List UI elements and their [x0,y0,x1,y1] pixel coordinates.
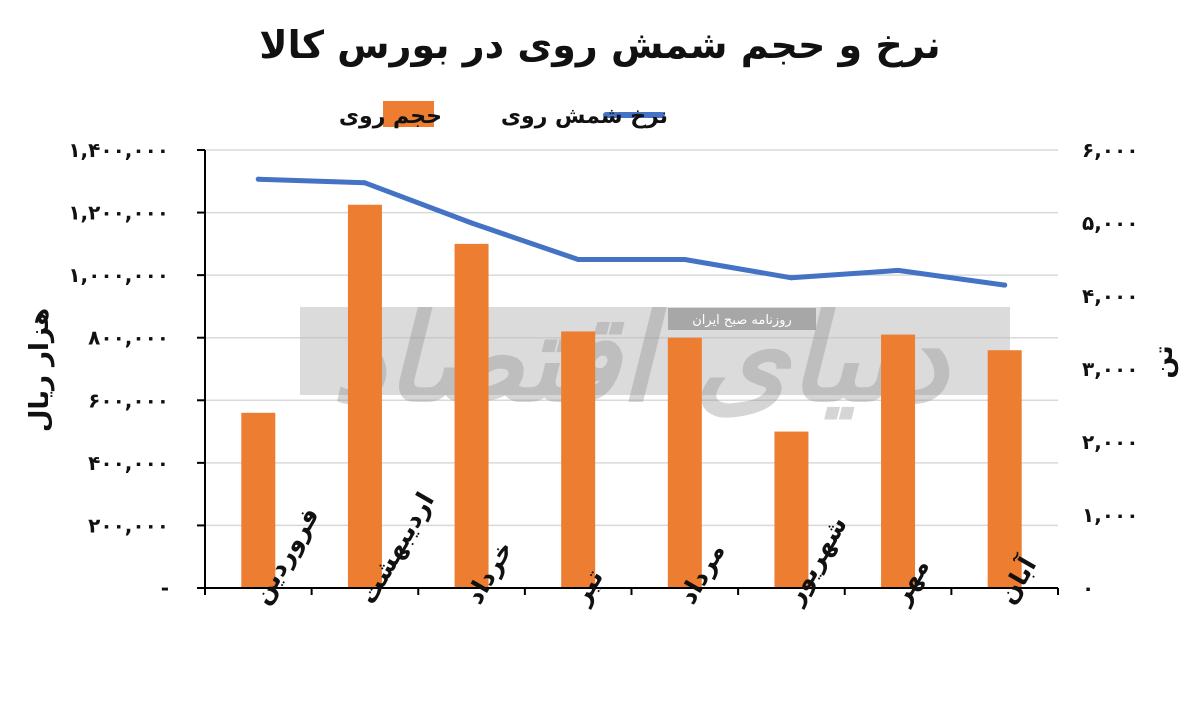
line-series [255,176,1008,288]
right-tick-label: ۱,۰۰۰ [1082,503,1138,527]
bar [347,204,382,588]
left-tick-label: ۸۰۰,۰۰۰ [88,326,169,350]
right-tick-label: ۵,۰۰۰ [1082,211,1138,235]
right-tick-label: ۲,۰۰۰ [1082,430,1138,454]
left-axis: - ۲۰۰,۰۰۰ ۴۰۰,۰۰۰ ۶۰۰,۰۰۰ ۸۰۰,۰۰۰ ۱,۰۰۰,۰۰۰ ۱,… [68,138,1058,600]
line-point [1002,282,1008,288]
line-point [255,176,261,182]
left-tick-label: ۲۰۰,۰۰۰ [88,513,169,537]
bar [241,412,276,588]
left-tick-label: - [161,576,169,600]
left-tick-label: ۱,۲۰۰,۰۰۰ [68,201,169,225]
line-point [469,220,475,226]
bar [667,337,702,588]
right-axis-title: تن [1149,345,1179,378]
watermark-subtext: روزنامه صبح ایران [692,313,792,328]
left-tick-label: ۶۰۰,۰۰۰ [88,388,169,412]
line-point [895,267,901,273]
right-tick-label: ۰ [1082,576,1094,600]
left-tick-label: ۴۰۰,۰۰۰ [88,451,169,475]
right-tick-label: ۳,۰۰۰ [1082,357,1138,381]
legend-label-line: نرخ شمش روی [501,104,668,129]
watermark-subtext-box [668,308,816,330]
bar [774,431,809,588]
line-point [575,257,581,262]
watermark-text: دنیای اقتصاد [332,288,951,429]
legend-label-bar: حجم روی [339,104,442,129]
left-tick-label: ۱,۰۰۰,۰۰۰ [68,263,169,287]
line-point [362,180,368,186]
left-axis-title: هزار ریال [25,308,55,432]
chart-title: نرخ و حجم شمش روی در بورس کالا [259,23,940,68]
bar [454,243,489,588]
bar [881,334,916,588]
legend: نرخ شمش روی حجم روی [339,101,668,129]
legend-swatch-bar [383,101,434,127]
line-point [682,257,688,262]
series-line [255,176,1008,288]
right-axis: ۰ ۱,۰۰۰ ۲,۰۰۰ ۳,۰۰۰ ۴,۰۰۰ ۵,۰۰۰ ۶,۰۰۰ [1082,138,1138,600]
bar-series [241,204,1022,588]
left-tick-label: ۱,۴۰۰,۰۰۰ [68,138,169,162]
category-axis: فروردین اردیبهشت خرداد تیر مرداد شهریور مهر آبا… [204,487,1059,611]
line-point [788,275,794,281]
bar [987,350,1022,588]
right-tick-label: ۶,۰۰۰ [1082,138,1138,162]
bar [561,331,596,588]
right-tick-label: ۴,۰۰۰ [1082,284,1138,308]
